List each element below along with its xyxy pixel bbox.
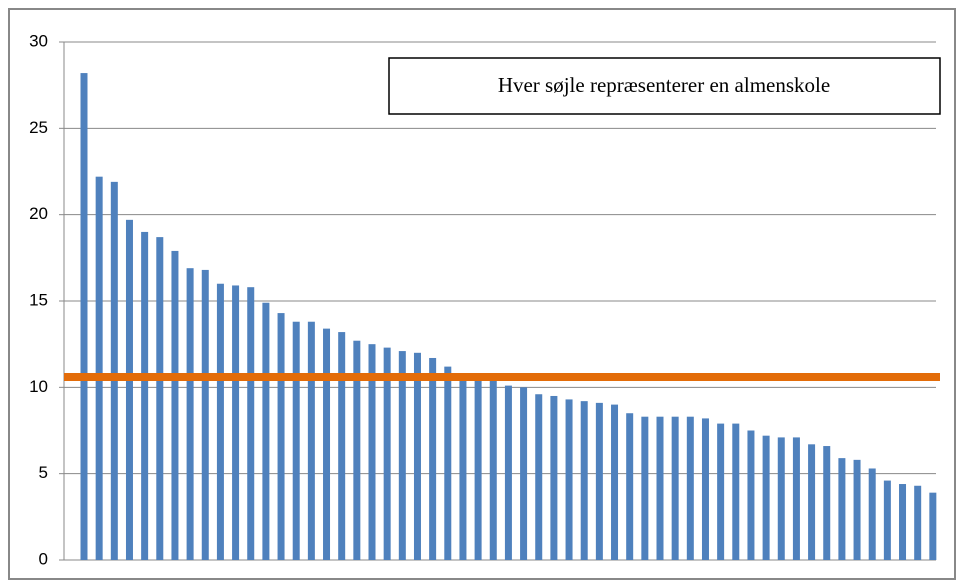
bar (762, 435, 770, 560)
bar (686, 416, 694, 560)
bar (717, 423, 725, 560)
bar (125, 219, 133, 560)
bar (95, 176, 103, 560)
bar (171, 250, 179, 560)
bar (459, 375, 467, 560)
y-tick-label: 0 (39, 549, 48, 568)
bar (641, 416, 649, 560)
bar (883, 480, 891, 560)
annotation: Hver søjle repræsenterer en almenskole (498, 73, 830, 97)
bar (353, 340, 361, 560)
bar (201, 269, 209, 560)
bar (777, 437, 785, 560)
bar (247, 287, 255, 560)
bar (823, 446, 831, 560)
bar (398, 351, 406, 560)
bar (110, 181, 118, 561)
bar (216, 283, 224, 560)
bar (535, 394, 543, 560)
bar (413, 352, 421, 560)
bar (671, 416, 679, 560)
bar (732, 423, 740, 560)
bar (292, 321, 300, 560)
bar (868, 468, 876, 560)
y-tick-label: 5 (39, 463, 48, 482)
y-tick-label: 25 (29, 118, 48, 137)
bar (383, 347, 391, 560)
annotation-box (388, 57, 941, 115)
bar (141, 231, 149, 560)
bar (914, 485, 922, 560)
bar (550, 395, 558, 560)
bar (232, 285, 240, 560)
bar (262, 302, 270, 560)
bar (504, 385, 512, 560)
bar (853, 459, 861, 560)
bar (899, 484, 907, 560)
bar (808, 444, 816, 560)
y-tick-label: 30 (29, 31, 48, 50)
y-tick-label: 10 (29, 377, 48, 396)
bar (580, 401, 588, 560)
bar (747, 430, 755, 560)
bar (80, 73, 88, 560)
bar (186, 268, 194, 560)
y-tick-label: 20 (29, 204, 48, 223)
bar (338, 332, 346, 560)
bar (565, 399, 573, 560)
bar (307, 321, 315, 560)
bar (277, 313, 285, 560)
bar (792, 437, 800, 560)
bar (929, 492, 937, 560)
bar (444, 366, 452, 560)
bar (611, 404, 619, 560)
bar (838, 458, 846, 560)
bar (626, 413, 634, 560)
bar (701, 418, 709, 560)
bar (156, 237, 164, 560)
bar (429, 357, 437, 560)
bar (656, 416, 664, 560)
bar (489, 378, 497, 560)
bar (520, 387, 528, 560)
bar (323, 328, 331, 560)
bar (474, 376, 482, 560)
y-tick-label: 15 (29, 290, 48, 309)
bar (595, 402, 603, 560)
bar (368, 344, 376, 560)
